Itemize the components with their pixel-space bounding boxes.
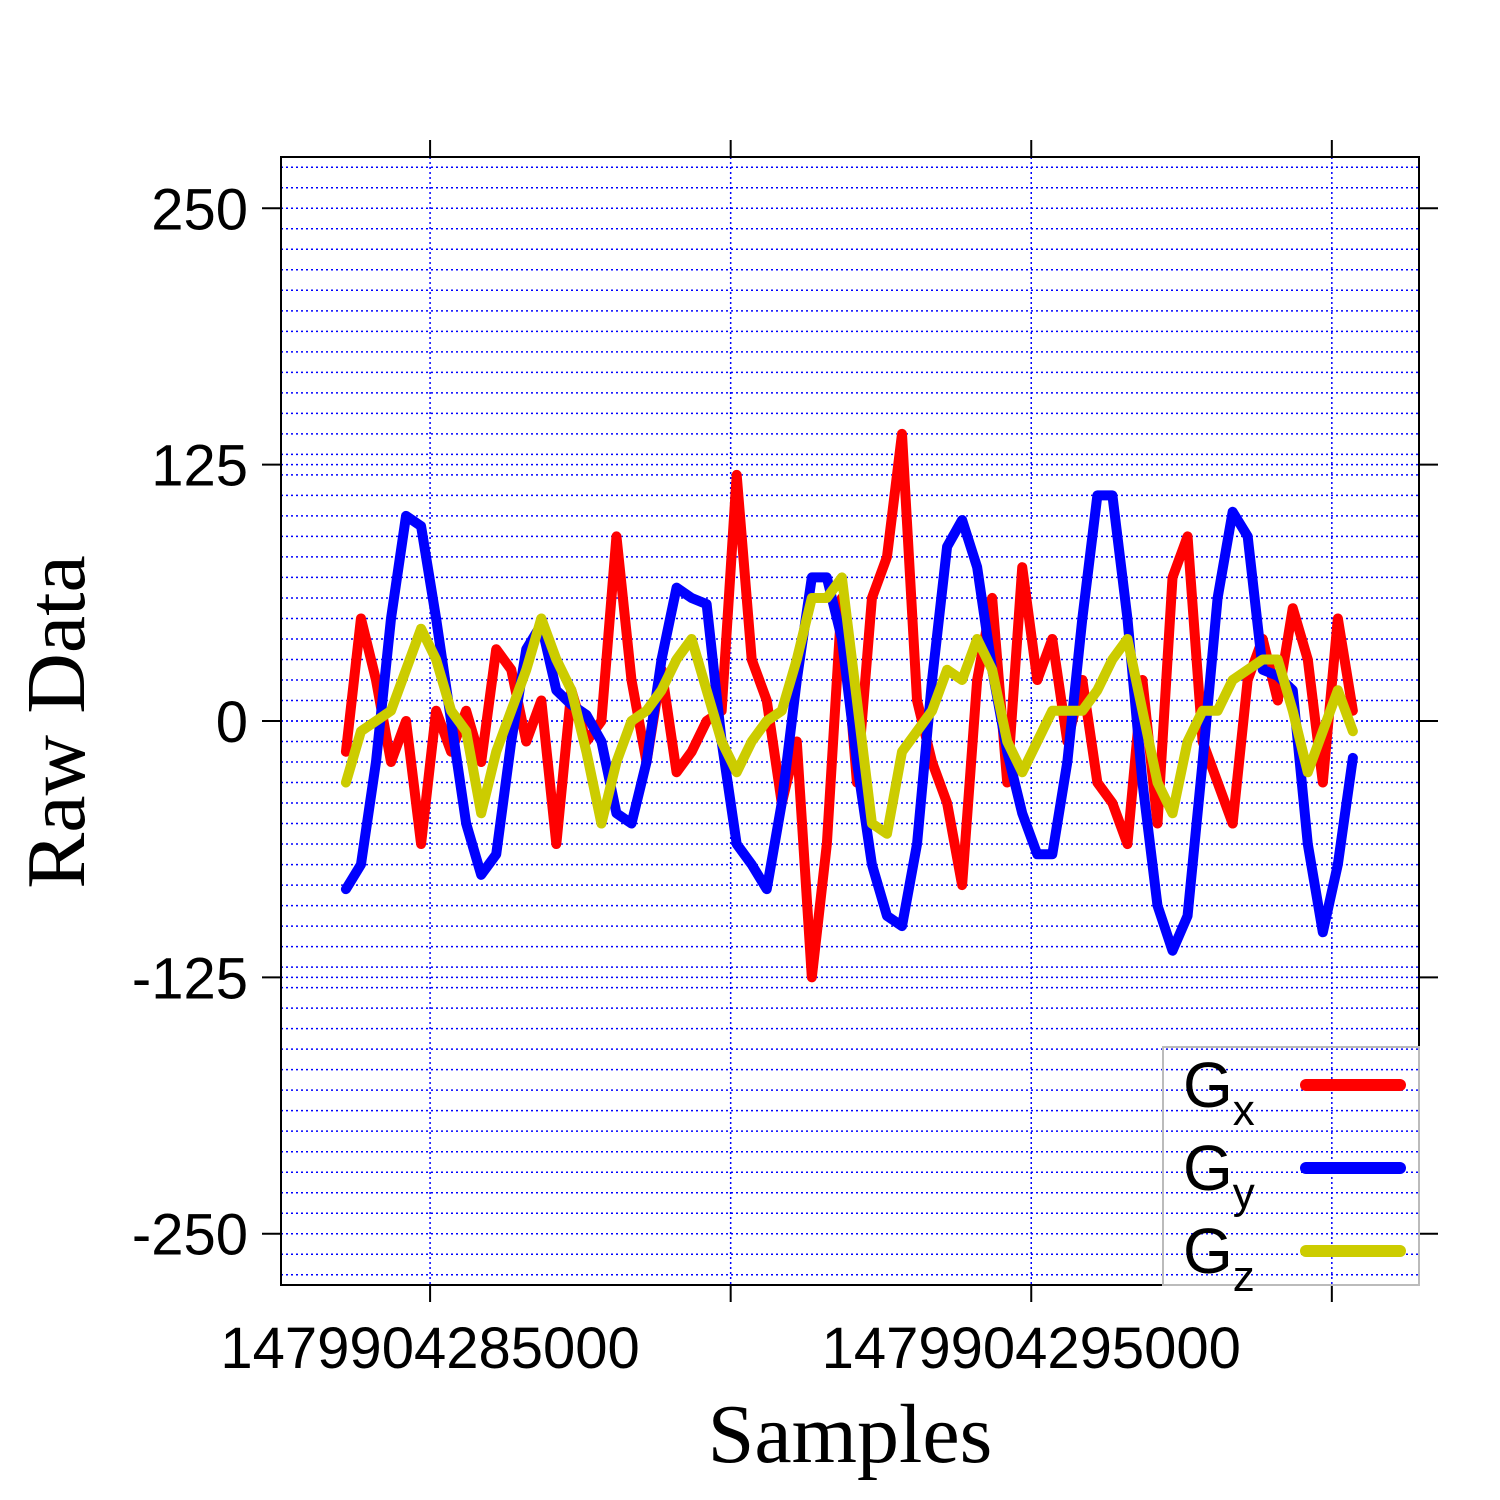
x-axis-title: Samples xyxy=(708,1388,993,1481)
legend-label: Gz xyxy=(1183,1215,1255,1301)
series-line xyxy=(340,490,1358,956)
y-tick-label: -125 xyxy=(132,946,248,1011)
y-tick-label: 250 xyxy=(151,177,248,242)
y-tick-label: 125 xyxy=(151,434,248,499)
legend-label: Gx xyxy=(1183,1049,1255,1135)
series-line xyxy=(340,572,1358,839)
y-tick-label: 0 xyxy=(216,690,248,755)
x-tick-label: 1479904285000 xyxy=(220,1316,639,1381)
y-axis-title: Raw Data xyxy=(10,555,103,889)
legend-box xyxy=(1162,1046,1420,1286)
plot-frame xyxy=(280,156,1420,1286)
legend-label: Gy xyxy=(1183,1132,1255,1218)
x-tick-label: 1479904295000 xyxy=(822,1316,1241,1381)
y-tick-label: -250 xyxy=(132,1203,248,1268)
